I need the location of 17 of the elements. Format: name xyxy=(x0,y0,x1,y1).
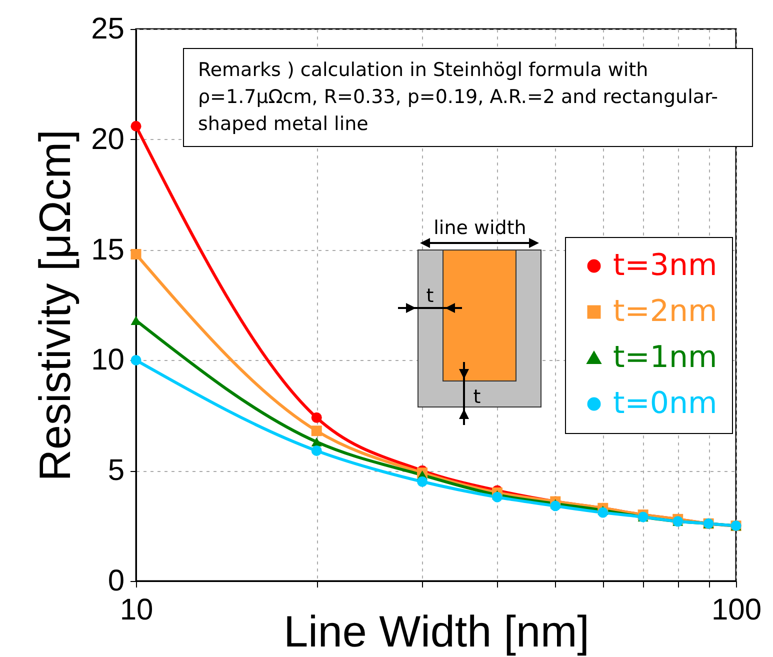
y-tick-label: 0 xyxy=(108,564,124,598)
y-tick-label: 5 xyxy=(108,454,124,488)
y-tick-label: 10 xyxy=(91,344,124,377)
legend-label: t=2nm xyxy=(613,294,718,329)
annotation: line width xyxy=(434,217,526,239)
y-tick-label: 25 xyxy=(91,12,124,46)
annotation: t xyxy=(426,285,434,307)
y-axis-title: Resistivity [μΩcm] xyxy=(31,130,80,482)
x-axis-title: Line Width [nm] xyxy=(284,608,590,656)
legend-label: t=1nm xyxy=(613,340,718,375)
annotation: Remarks ) calculation in Steinhögl formula with ρ=1.7μΩcm, R=0.33, p=0.19, A.R.=2 and rectangular-shaped metal line xyxy=(183,48,753,147)
legend-label: t=3nm xyxy=(613,248,718,283)
legend-label: t=0nm xyxy=(613,386,718,421)
y-tick-label: 20 xyxy=(91,122,124,156)
annotation: t xyxy=(473,386,481,408)
x-tick-label: 100 xyxy=(711,594,762,626)
y-tick-label: 15 xyxy=(91,233,124,266)
